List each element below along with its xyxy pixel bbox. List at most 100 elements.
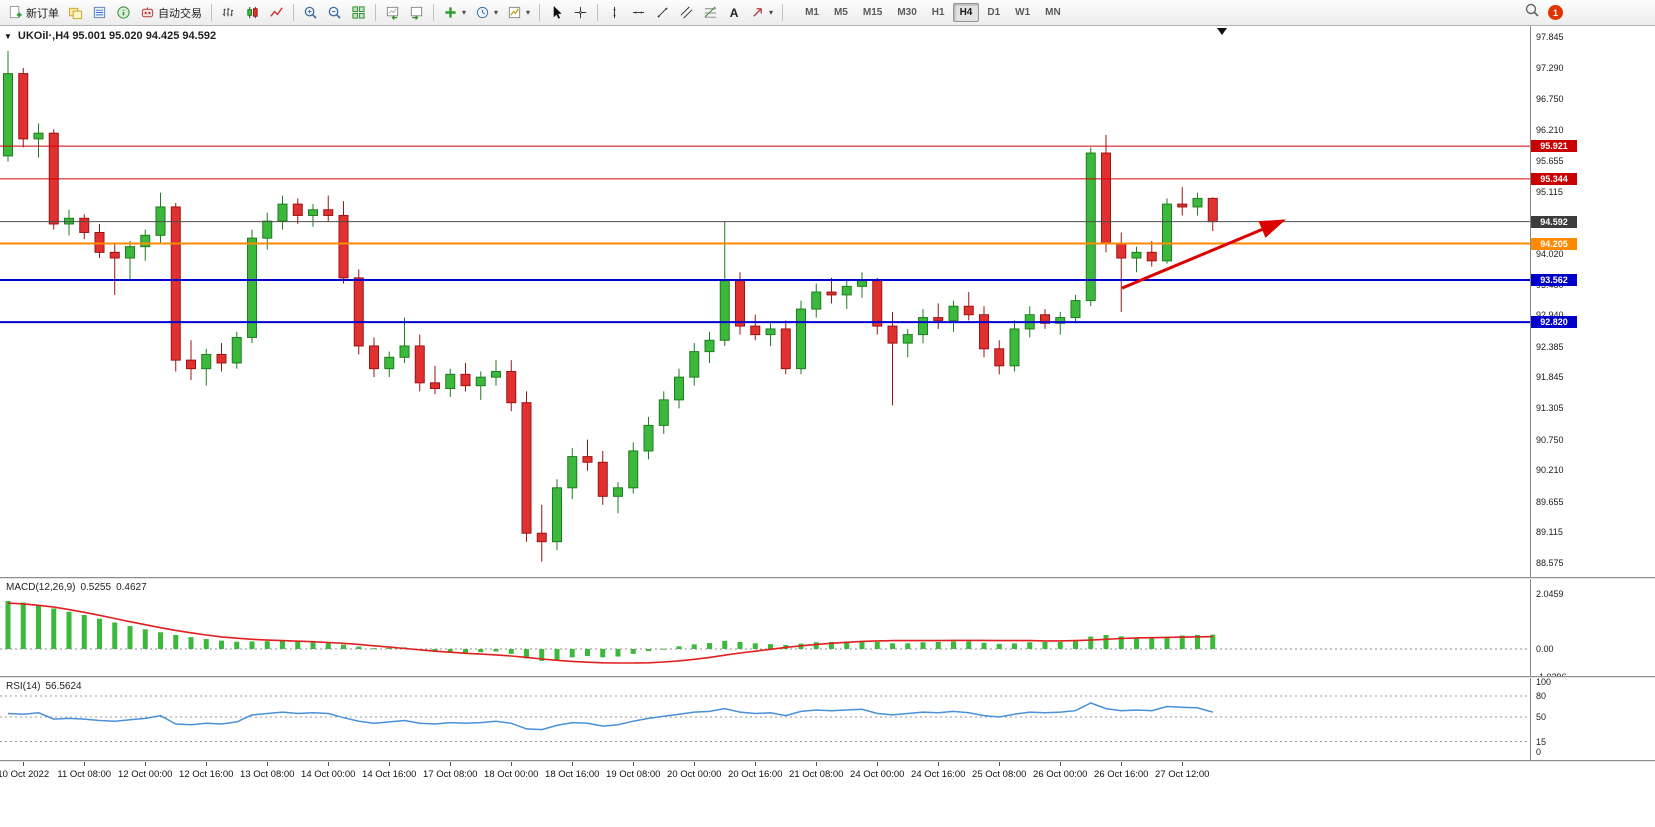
macd-histogram-bar [188, 637, 194, 649]
panel-splitter[interactable] [0, 676, 1655, 678]
macd-histogram-bar [1057, 641, 1063, 649]
macd-axis-label: 0.00 [1536, 644, 1554, 654]
price-tag-95.921: 95.921 [1531, 140, 1577, 153]
bar-chart-button[interactable] [217, 2, 240, 24]
indicators-button[interactable]: ▾ [439, 2, 470, 24]
market-watch-button[interactable] [88, 2, 111, 24]
rsi-panel[interactable]: RSI(14) 56.5624 [0, 678, 1530, 760]
candle-body [567, 456, 578, 489]
macd-histogram-bar [295, 641, 301, 649]
panel-splitter[interactable] [0, 577, 1655, 579]
arrows-tool-button[interactable]: ▾ [746, 2, 777, 24]
price-chart-canvas[interactable] [0, 26, 1530, 577]
candle-body [780, 328, 791, 370]
one-click-trading-toggle[interactable]: ▼ [4, 31, 12, 41]
candle-body [201, 353, 212, 370]
rsi-axis-label: 100 [1536, 677, 1552, 687]
new-order-button[interactable]: 新订单 [4, 2, 63, 24]
horizontal-line-tool-button[interactable] [627, 2, 650, 24]
timeframe-toolbar: M1 M5 M15 M30 H1 H4 D1 W1 MN [798, 3, 1068, 22]
macd-histogram-bar [310, 642, 316, 649]
candle-body [613, 487, 623, 497]
macd-histogram-bar [51, 608, 57, 649]
macd-panel[interactable]: MACD(12,26,9) 0.5255 0.4627 [0, 579, 1530, 676]
time-tick [633, 762, 635, 766]
time-tick [1060, 762, 1062, 766]
rsi-name: RSI(14) [6, 681, 41, 692]
fibonacci-tool-button[interactable] [699, 2, 722, 24]
crosshair-button[interactable] [569, 2, 592, 24]
timeframe-button-m1[interactable]: M1 [798, 3, 826, 22]
macd-histogram-bar [1118, 636, 1124, 649]
candle-body [1070, 300, 1081, 319]
time-label: 24 Oct 00:00 [850, 769, 905, 780]
candle-body [857, 280, 867, 287]
market-watch-icon [92, 5, 107, 20]
candle-body [1040, 314, 1050, 324]
candle-body [94, 231, 105, 253]
zoom-out-button[interactable] [323, 2, 346, 24]
chart-window: ▼ UKOil·,H4 95.001 95.020 94.425 94.592 … [0, 26, 1655, 827]
text-tool-button[interactable]: A [723, 2, 745, 24]
data-window-button[interactable] [112, 2, 135, 24]
price-axis-label: 97.290 [1536, 63, 1564, 74]
candle-body [628, 450, 639, 489]
macd-histogram-bar [325, 643, 331, 649]
rsi-axis[interactable]: 100 80 50 15 0 [1530, 677, 1655, 760]
trend-arrow-line[interactable] [1121, 228, 1263, 290]
periods-button[interactable]: ▾ [471, 2, 502, 24]
candle-body [521, 402, 532, 534]
auto-scroll-button[interactable] [381, 2, 404, 24]
macd-histogram-bar [20, 602, 26, 649]
timeframe-button-mn[interactable]: MN [1038, 3, 1068, 22]
macd-histogram-bar [478, 649, 484, 653]
trendline-tool-button[interactable] [651, 2, 674, 24]
vertical-line-tool-button[interactable] [603, 2, 626, 24]
time-tick [84, 762, 86, 766]
templates-button[interactable]: ▾ [503, 2, 534, 24]
macd-histogram-bar [341, 644, 346, 649]
panel-splitter[interactable] [0, 760, 1655, 762]
line-chart-button[interactable] [265, 2, 288, 24]
candle-body [491, 370, 501, 378]
autotrading-button[interactable]: 自动交易 [136, 2, 206, 24]
candle-body [979, 314, 989, 350]
search-icon[interactable] [1524, 2, 1540, 23]
rsi-canvas[interactable] [0, 678, 1530, 760]
time-tick [877, 762, 879, 766]
timeframe-button-w1[interactable]: W1 [1008, 3, 1037, 22]
macd-histogram-bar [386, 647, 392, 649]
candle-body [475, 376, 486, 387]
tile-windows-button[interactable] [347, 2, 370, 24]
chart-shift-button[interactable] [405, 2, 428, 24]
time-tick [328, 762, 330, 766]
timeframe-button-h4[interactable]: H4 [952, 3, 980, 22]
macd-histogram-bar [707, 643, 712, 649]
candlestick-chart-button[interactable] [241, 2, 264, 24]
time-label: 18 Oct 00:00 [484, 769, 539, 780]
macd-histogram-bar [829, 641, 834, 649]
templates-icon [507, 5, 522, 20]
timeframe-button-m30[interactable]: M30 [890, 3, 923, 22]
timeframe-button-m5[interactable]: M5 [827, 3, 855, 22]
timeframe-button-h1[interactable]: H1 [925, 3, 952, 22]
notification-badge[interactable]: 1 [1548, 5, 1563, 20]
trend-arrow-head[interactable] [1258, 219, 1286, 238]
timeframe-button-d1[interactable]: D1 [980, 3, 1007, 22]
chart-windows-button[interactable] [64, 2, 87, 24]
candle-body [3, 73, 13, 157]
new-order-icon [8, 5, 23, 20]
candle-body [841, 285, 852, 296]
candle-body [18, 73, 29, 140]
time-axis[interactable]: 10 Oct 2022 11 Oct 08:00 12 Oct 00:00 12 Oc… [0, 762, 1655, 792]
timeframe-button-m15[interactable]: M15 [856, 3, 889, 22]
macd-canvas[interactable] [0, 579, 1530, 676]
candle-body [399, 345, 410, 358]
price-axis[interactable]: 97.845 97.290 96.750 96.210 95.655 95.115 94.0… [1530, 26, 1655, 577]
channel-tool-button[interactable] [675, 2, 698, 24]
cursor-button[interactable] [545, 2, 568, 24]
zoom-in-button[interactable] [299, 2, 322, 24]
price-chart-panel[interactable]: ▼ UKOil·,H4 95.001 95.020 94.425 94.592 [0, 26, 1530, 577]
candle-body [414, 345, 425, 384]
